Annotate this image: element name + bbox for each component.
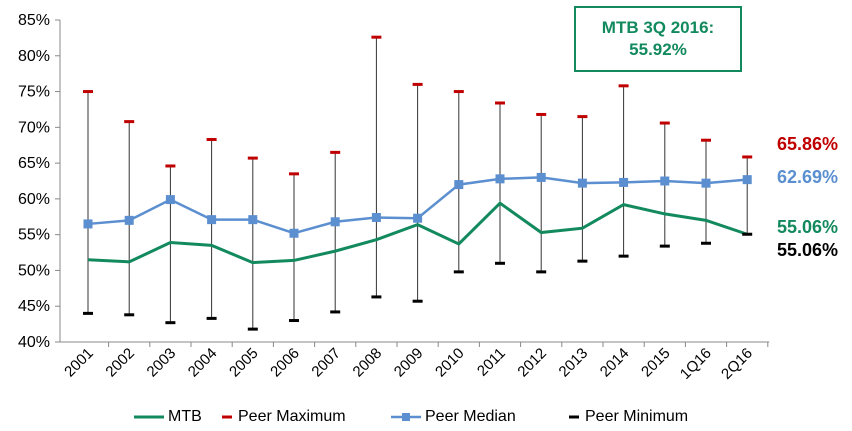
peer-median-marker: [619, 177, 629, 187]
legend-item-peer-min: Peer Minimum: [567, 406, 688, 428]
legend-item-peer-median: Peer Median: [391, 406, 516, 428]
x-tick-label: 2Q16: [718, 345, 756, 383]
y-tick-label: 55%: [18, 227, 50, 244]
legend-label-peer-min: Peer Minimum: [585, 408, 689, 425]
y-tick-label: 40%: [18, 334, 50, 351]
peer-median-marker: [454, 180, 464, 190]
x-tick-label: 2010: [432, 345, 468, 381]
peer-median-marker: [165, 195, 175, 205]
peer-median-marker: [495, 174, 505, 184]
peer-median-marker: [660, 176, 670, 186]
callout-box: MTB 3Q 2016: 55.92%: [574, 6, 742, 72]
end-label-mtb: 55.06%: [777, 217, 839, 237]
peer-median-marker: [124, 215, 134, 225]
legend-label-peer-median: Peer Median: [425, 408, 516, 425]
peer-median-marker: [413, 213, 423, 223]
peer-median-marker: [371, 212, 381, 222]
x-tick-label: 2005: [226, 345, 262, 381]
series-marks: [83, 35, 753, 331]
x-tick-label: 2008: [350, 345, 386, 381]
y-tick-label: 85%: [18, 12, 50, 29]
peer-median-marker: [83, 219, 93, 229]
peer-median-marker: [289, 228, 299, 238]
y-tick-label: 70%: [18, 119, 50, 136]
end-label-peer-min: 55.06%: [777, 240, 839, 260]
callout-value: 55.92%: [629, 40, 687, 59]
legend-label-mtb: MTB: [168, 408, 202, 425]
legend-label-peer-max: Peer Maximum: [238, 408, 346, 425]
end-label-peer-median: 62.69%: [777, 167, 839, 187]
end-label-peer-max: 65.86%: [777, 134, 839, 154]
y-tick-label: 50%: [18, 262, 50, 279]
x-tick-label: 2013: [556, 345, 592, 381]
x-tick-label: 2011: [474, 345, 509, 380]
x-tick-label: 2001: [61, 345, 97, 381]
legend-item-mtb: MTB: [134, 406, 202, 428]
legend-swatch-mtb: [134, 415, 164, 419]
peer-median-marker: [330, 217, 340, 227]
x-tick-label: 2014: [597, 345, 633, 381]
x-tick-label: 2006: [267, 345, 303, 381]
peer-median-marker: [701, 178, 711, 188]
range-whiskers: [87, 37, 748, 330]
mtb-line: [87, 201, 748, 265]
y-tick-label: 80%: [18, 48, 50, 65]
x-tick-label: 2004: [185, 345, 221, 381]
legend-swatch-peer-median: [391, 413, 421, 421]
y-tick-label: 45%: [18, 298, 50, 315]
peer-median-marker: [248, 215, 258, 225]
x-tick-label: 2007: [308, 345, 344, 381]
legend-swatch-peer-max: [222, 415, 232, 419]
x-tick-label: 1Q16: [677, 345, 715, 383]
x-tick-label: 2015: [638, 345, 674, 381]
legend: MTB Peer Maximum Peer Median Peer Minimu…: [0, 406, 852, 428]
y-tick-label: 75%: [18, 84, 50, 101]
peer-median-marker: [207, 215, 217, 225]
y-tick-label: 60%: [18, 191, 50, 208]
callout-title: MTB 3Q 2016:: [601, 18, 715, 37]
legend-swatch-peer-min: [569, 415, 579, 419]
x-tick-label: 2009: [391, 345, 427, 381]
x-tick-label: 2012: [514, 345, 550, 381]
peer-median-marker: [577, 178, 587, 188]
peer-median-marker: [742, 175, 752, 185]
y-tick-label: 65%: [18, 155, 50, 172]
peer-median-marker: [536, 172, 546, 182]
x-tick-label: 2002: [102, 345, 138, 381]
x-tick-label: 2003: [144, 345, 180, 381]
legend-item-peer-max: Peer Maximum: [220, 406, 346, 428]
